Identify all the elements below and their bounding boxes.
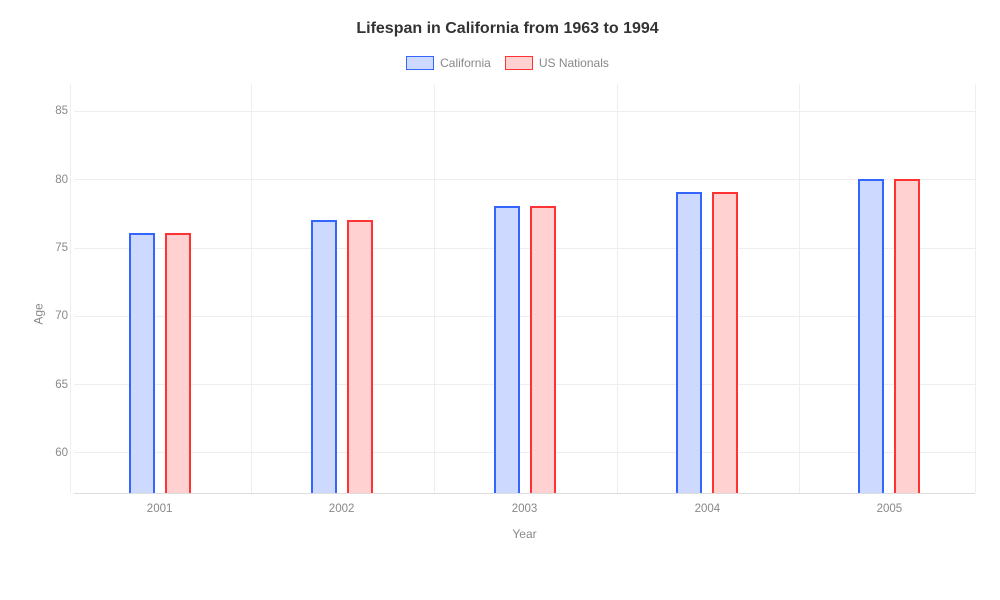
bar <box>858 179 884 493</box>
y-tick-label: 70 <box>55 310 68 322</box>
gridline-vertical <box>251 84 252 493</box>
bar-group <box>129 233 191 493</box>
gridline-horizontal <box>74 179 975 180</box>
legend: California US Nationals <box>40 56 975 70</box>
x-tick-label: 2003 <box>512 503 538 515</box>
gridline-vertical <box>434 84 435 493</box>
x-tick-label: 2001 <box>147 503 173 515</box>
legend-swatch-us-nationals <box>505 56 533 70</box>
legend-swatch-california <box>406 56 434 70</box>
chart-container: Lifespan in California from 1963 to 1994… <box>0 0 1000 600</box>
bar <box>494 206 520 493</box>
gridline-vertical <box>70 84 71 493</box>
bar <box>347 220 373 493</box>
plot-area: Age 606570758085 Year 200120022003200420… <box>40 84 975 544</box>
plot: Year 20012002200320042005 <box>74 84 975 494</box>
bar <box>894 179 920 493</box>
bar <box>676 192 702 493</box>
x-tick-label: 2005 <box>877 503 903 515</box>
bar <box>311 220 337 493</box>
x-axis-label: Year <box>512 527 536 541</box>
gridline-vertical <box>799 84 800 493</box>
legend-label-us-nationals: US Nationals <box>539 56 609 70</box>
bar <box>129 233 155 493</box>
chart-title: Lifespan in California from 1963 to 1994 <box>40 20 975 38</box>
legend-item-california: California <box>406 56 491 70</box>
y-tick-label: 80 <box>55 174 68 186</box>
y-tick-label: 60 <box>55 447 68 459</box>
y-tick-label: 65 <box>55 379 68 391</box>
bar-group <box>676 192 738 493</box>
bar <box>530 206 556 493</box>
y-tick-label: 85 <box>55 105 68 117</box>
gridline-horizontal <box>74 111 975 112</box>
legend-label-california: California <box>440 56 491 70</box>
legend-item-us-nationals: US Nationals <box>505 56 609 70</box>
gridline-vertical <box>975 84 976 493</box>
bar-group <box>311 220 373 493</box>
x-tick-label: 2004 <box>695 503 721 515</box>
x-tick-label: 2002 <box>329 503 355 515</box>
bar <box>165 233 191 493</box>
y-tick-label: 75 <box>55 242 68 254</box>
bar <box>712 192 738 493</box>
gridline-vertical <box>617 84 618 493</box>
bar-group <box>858 179 920 493</box>
bar-group <box>494 206 556 493</box>
